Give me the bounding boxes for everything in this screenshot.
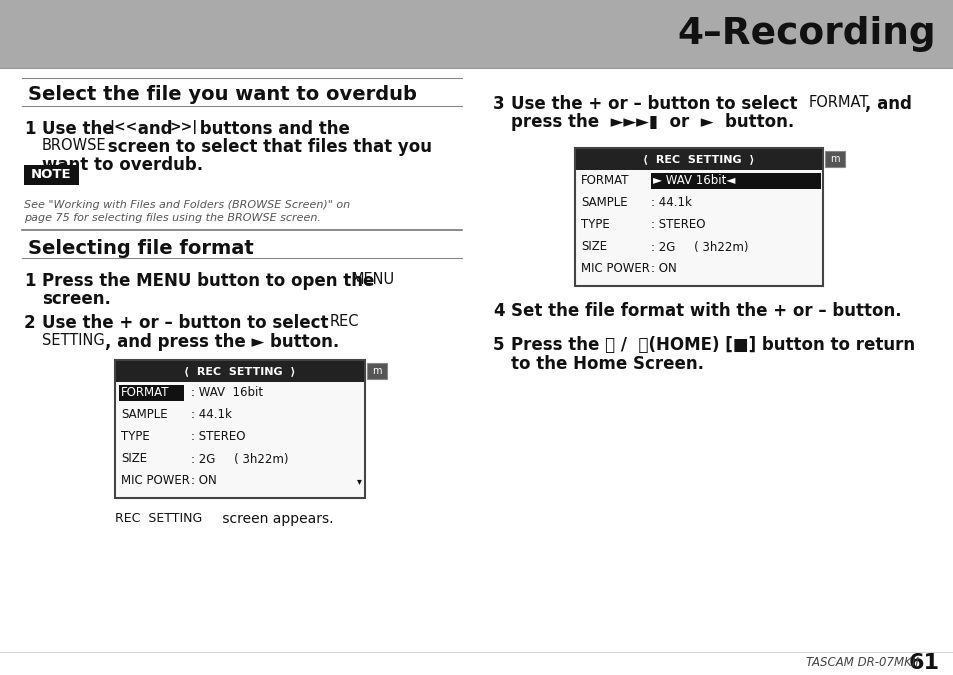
Text: BROWSE: BROWSE [42,138,107,153]
Text: : STEREO: : STEREO [650,219,705,232]
Bar [650,173,821,189]
Bar [119,385,184,401]
Text: screen to select that files that you: screen to select that files that you [102,138,432,156]
Text: ⟨  REC  SETTING  ⟩: ⟨ REC SETTING ⟩ [642,154,754,164]
Text: : 2G     ( 3h22m): : 2G ( 3h22m) [191,452,288,466]
Text: screen.: screen. [42,290,111,308]
Text: SIZE: SIZE [580,240,606,254]
Text: ► WAV 16bit◄: ► WAV 16bit◄ [652,175,735,188]
Text: , and press the ► button.: , and press the ► button. [105,333,339,351]
Text: Use the: Use the [42,120,119,138]
Text: m: m [829,154,839,164]
Text: page 75 for selecting files using the BROWSE screen.: page 75 for selecting files using the BR… [24,213,320,223]
Text: REC: REC [330,314,359,329]
Text: 1: 1 [24,120,35,138]
Bar [367,363,387,379]
Text: : ON: : ON [650,263,676,275]
Bar [575,148,822,286]
Text: MENU: MENU [352,272,395,287]
Text: : 2G     ( 3h22m): : 2G ( 3h22m) [650,240,748,254]
Text: ⟨  REC  SETTING  ⟩: ⟨ REC SETTING ⟩ [184,366,295,376]
Text: Select the file you want to overdub: Select the file you want to overdub [28,86,416,105]
Text: want to overdub.: want to overdub. [42,156,203,174]
Text: See "Working with Files and Folders (BROWSE Screen)" on: See "Working with Files and Folders (BRO… [24,200,350,210]
Text: |<<: |<< [109,120,137,134]
Text: SIZE: SIZE [121,452,147,466]
Bar [576,149,821,170]
Text: 4: 4 [493,302,504,320]
Text: SETTING: SETTING [42,333,105,348]
Text: buttons and the: buttons and the [193,120,350,138]
Text: SAMPLE: SAMPLE [580,196,627,209]
Text: TYPE: TYPE [121,431,150,443]
Text: Selecting file format: Selecting file format [28,238,253,257]
Text: Set the file format with the + or – button.: Set the file format with the + or – butt… [511,302,901,320]
Bar [24,165,79,185]
Text: MIC POWER: MIC POWER [121,475,190,487]
Bar [116,361,364,382]
Text: FORMAT: FORMAT [121,387,170,400]
Text: >>|: >>| [170,120,198,134]
Text: Press the ⏻ /  ⏽(HOME) [■] button to return: Press the ⏻ / ⏽(HOME) [■] button to retu… [511,336,914,354]
Text: MIC POWER: MIC POWER [580,263,649,275]
Bar [0,0,953,68]
Text: NOTE: NOTE [30,169,71,182]
Text: 2: 2 [24,314,35,332]
Bar [115,360,365,498]
Text: TASCAM DR-07MKII: TASCAM DR-07MKII [805,657,918,670]
Text: 3: 3 [493,95,504,113]
Text: to the Home Screen.: to the Home Screen. [511,355,703,373]
Text: 1: 1 [24,272,35,290]
Text: SAMPLE: SAMPLE [121,408,168,421]
Text: : ON: : ON [191,475,216,487]
Text: and: and [132,120,178,138]
Text: 4–Recording: 4–Recording [677,16,935,52]
Text: FORMAT: FORMAT [808,95,868,110]
Text: 61: 61 [908,653,939,673]
Bar [824,151,844,167]
Text: : 44.1k: : 44.1k [650,196,691,209]
Text: FORMAT: FORMAT [580,175,629,188]
Text: : STEREO: : STEREO [191,431,245,443]
Text: ▾: ▾ [356,476,361,486]
Text: REC  SETTING: REC SETTING [115,512,202,525]
Text: TYPE: TYPE [580,219,609,232]
Text: : 44.1k: : 44.1k [191,408,232,421]
Text: m: m [372,366,381,376]
Text: , and: , and [864,95,911,113]
Text: Use the + or – button to select: Use the + or – button to select [511,95,802,113]
Text: 5: 5 [493,336,504,354]
Text: screen appears.: screen appears. [218,512,334,526]
Text: press the  ►►►▮  or  ►  button.: press the ►►►▮ or ► button. [511,113,794,131]
Text: Use the + or – button to select: Use the + or – button to select [42,314,334,332]
Text: : WAV  16bit: : WAV 16bit [191,387,263,400]
Text: Press the MENU button to open the: Press the MENU button to open the [42,272,379,290]
